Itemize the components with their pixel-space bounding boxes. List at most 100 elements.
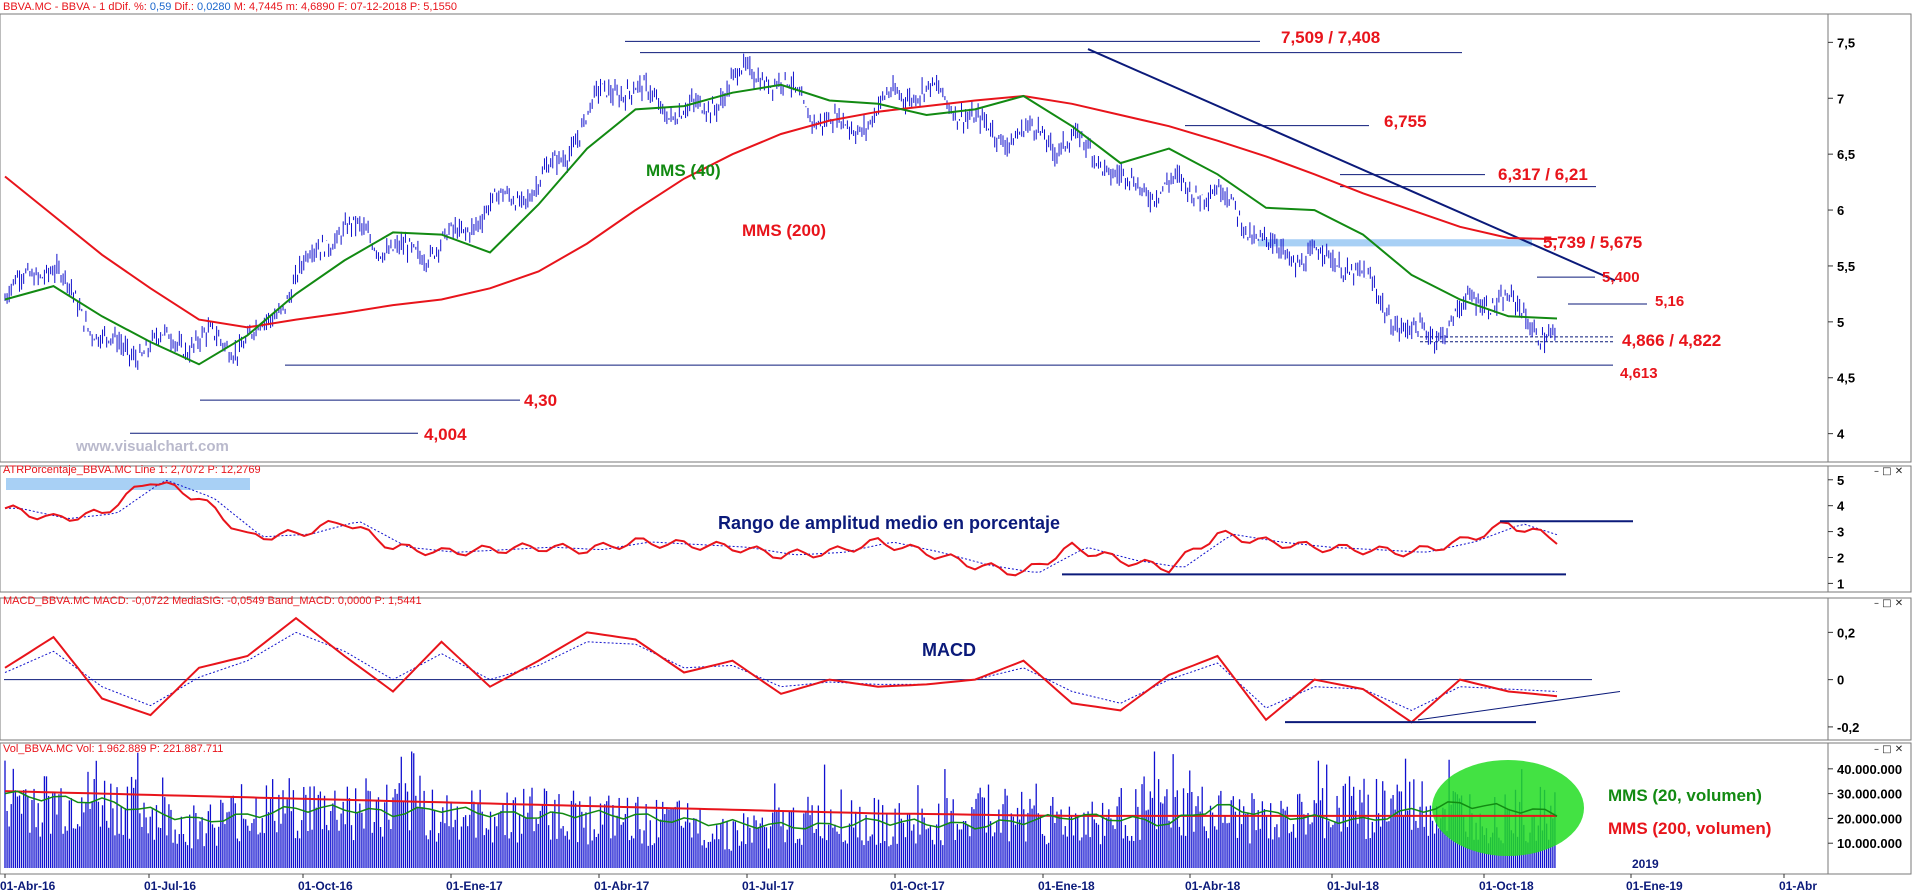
annotation-vol200: MMS (200, volumen) xyxy=(1608,819,1771,838)
y-tick-label: 20.000.000 xyxy=(1837,811,1902,826)
x-tick-label: 01-Jul-16 xyxy=(144,879,196,892)
macd-pane xyxy=(4,616,1621,724)
watermark: www.visualchart.com xyxy=(75,438,229,455)
y-tick-label: 4,5 xyxy=(1837,371,1855,386)
price-header-field: P: 5,1550 xyxy=(407,1,457,13)
price-header-field: Dif.: xyxy=(171,1,197,13)
atr-pane xyxy=(4,478,1633,577)
annotation-macd-title: MACD xyxy=(922,640,976,660)
macd-header-field: MACD: -0,0722 xyxy=(90,595,169,607)
pane-frame xyxy=(0,742,1912,875)
macd-header-field: P: 1,5441 xyxy=(371,595,421,607)
price-header-name: BBVA.MC - BBVA - 1 d xyxy=(3,1,114,13)
pane-frame xyxy=(0,13,1912,463)
trendline xyxy=(1087,48,1616,282)
x-tick-label: 01-Abr-16 xyxy=(0,879,56,892)
pane-frame xyxy=(0,465,1912,593)
axes: 4 4,5 5 5,5 6 6,5 7 7,5 1 2 3 4 5 -0,2 0 0,2 10.000.000 2… xyxy=(0,35,1902,892)
x-tick-label: 01-Abr xyxy=(1779,879,1817,892)
atr-header-name: ATRPorcentaje_BBVA.MC xyxy=(3,464,132,476)
y-tick-label: 0 xyxy=(1837,673,1844,688)
y-tick-label: 6,5 xyxy=(1837,147,1855,162)
annotation-atr-title: Rango de amplitud medio en porcentaje xyxy=(718,513,1060,533)
atr-header-field: Line 1: 2,7072 xyxy=(132,464,205,476)
macd-line xyxy=(4,616,1558,724)
vol-mms20-line xyxy=(4,790,1558,830)
x-tick-label: 01-Oct-17 xyxy=(890,879,945,892)
x-tick-label: 01-Oct-16 xyxy=(298,879,353,892)
macd-header-field: MediaSIG: -0,0549 xyxy=(169,595,264,607)
pane-buttons-atr[interactable]: – □ ✕ xyxy=(1874,466,1903,477)
year-label: 2019 xyxy=(1632,857,1659,871)
vol-header: Vol_BBVA.MC Vol: 1.962.889 P: 221.887.71… xyxy=(3,743,223,755)
annotation-mms200: MMS (200) xyxy=(742,221,826,240)
atr-header: ATRPorcentaje_BBVA.MC Line 1: 2,7072 P: … xyxy=(3,464,261,476)
price-header: BBVA.MC - BBVA - 1 dDif. %: 0,59 Dif.: 0… xyxy=(3,1,457,13)
pane-frame xyxy=(0,597,1912,741)
x-tick-label: 01-Ene-17 xyxy=(446,879,503,892)
level-label: 7,509 / 7,408 xyxy=(1281,28,1380,47)
support-band xyxy=(1258,239,1532,247)
vol-header-field: Vol: 1.962.889 xyxy=(73,743,146,755)
pane-buttons-macd[interactable]: – □ ✕ xyxy=(1874,598,1903,609)
level-label: 6,317 / 6,21 xyxy=(1498,165,1588,184)
y-tick-label: 6 xyxy=(1837,203,1844,218)
volume-bars xyxy=(4,751,1556,868)
macd-header-field: Band_MACD: 0,0000 xyxy=(264,595,371,607)
vol-mms200-line xyxy=(4,790,1557,817)
atr-avg-line xyxy=(5,479,1558,573)
y-tick-label: 5 xyxy=(1837,473,1844,488)
y-tick-label: 3 xyxy=(1837,525,1844,540)
price-header-field: 0,59 xyxy=(150,1,171,13)
vol-header-name: Vol_BBVA.MC xyxy=(3,743,73,755)
x-tick-label: 01-Abr-18 xyxy=(1185,879,1241,892)
y-tick-label: 5 xyxy=(1837,315,1844,330)
price-header-field: M: 4,7445 xyxy=(231,1,283,13)
y-tick-label: 30.000.000 xyxy=(1837,787,1902,802)
price-pane xyxy=(4,53,1558,370)
price-decor xyxy=(130,40,1647,434)
vol-header-field: P: 221.887.711 xyxy=(147,743,224,755)
level-label: 4,866 / 4,822 xyxy=(1622,331,1721,350)
atr-line xyxy=(4,481,1558,577)
y-tick-label: 4 xyxy=(1837,499,1845,514)
atr-header-field: P: 12,2769 xyxy=(204,464,260,476)
macd-header: MACD_BBVA.MC MACD: -0,0722 MediaSIG: -0,… xyxy=(3,595,422,607)
x-tick-label: 01-Abr-17 xyxy=(594,879,650,892)
y-tick-label: 40.000.000 xyxy=(1837,762,1902,777)
mms200-line xyxy=(4,94,1558,329)
y-tick-label: 7,5 xyxy=(1837,35,1855,50)
y-tick-label: 4 xyxy=(1837,427,1845,442)
x-tick-label: 01-Jul-18 xyxy=(1327,879,1379,892)
x-tick-label: 01-Ene-19 xyxy=(1626,879,1683,892)
price-header-field: F: 07-12-2018 xyxy=(335,1,407,13)
level-label: 5,400 xyxy=(1602,269,1640,286)
y-tick-label: 5,5 xyxy=(1837,259,1855,274)
level-label: 4,004 xyxy=(424,425,467,444)
price-header-field: 0,0280 xyxy=(197,1,231,13)
macd-header-name: MACD_BBVA.MC xyxy=(3,595,90,607)
level-label: 5,16 xyxy=(1655,293,1684,310)
macd-trendline xyxy=(1417,690,1621,721)
level-label: 4,30 xyxy=(524,391,557,410)
level-label: 5,739 / 5,675 xyxy=(1543,233,1642,252)
atr-highlight xyxy=(6,478,250,490)
x-tick-label: 01-Oct-18 xyxy=(1479,879,1534,892)
price-header-field: Dif. %: xyxy=(114,1,149,13)
volume-pane xyxy=(4,751,1584,868)
y-tick-label: 0,2 xyxy=(1837,625,1855,640)
y-tick-label: 2 xyxy=(1837,551,1844,566)
volume-highlight xyxy=(1432,760,1584,856)
y-tick-label: 10.000.000 xyxy=(1837,836,1902,851)
price-header-field: m: 4,6890 xyxy=(283,1,335,13)
x-tick-label: 01-Ene-18 xyxy=(1038,879,1095,892)
y-tick-label: 7 xyxy=(1837,91,1844,106)
mms40-line xyxy=(4,83,1558,366)
level-label: 4,613 xyxy=(1620,365,1658,382)
macd-signal-line xyxy=(4,631,1558,711)
y-tick-label: -0,2 xyxy=(1837,720,1859,735)
price-bars xyxy=(4,53,1556,370)
pane-frames xyxy=(0,13,1912,875)
pane-buttons-vol[interactable]: – □ ✕ xyxy=(1874,744,1903,755)
